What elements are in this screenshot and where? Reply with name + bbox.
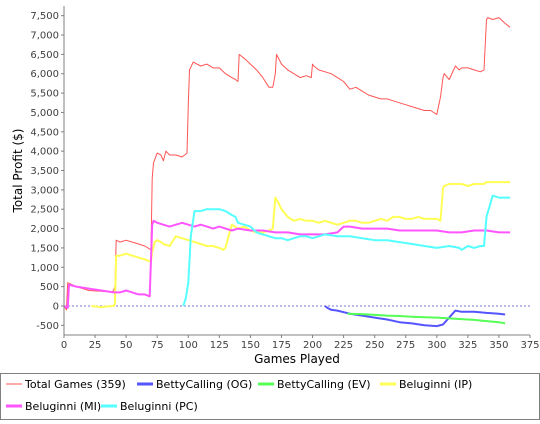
y-tick-label: 6,000 bbox=[30, 69, 59, 80]
x-tick-label: 175 bbox=[272, 340, 291, 351]
y-tick-label: -500 bbox=[36, 321, 59, 332]
y-tick-label: 5,500 bbox=[30, 89, 59, 100]
legend-label: Beluginni (IP) bbox=[399, 378, 472, 391]
series-line-4 bbox=[91, 181, 511, 309]
series-line-5 bbox=[63, 219, 511, 309]
x-tick-label: 350 bbox=[489, 340, 508, 351]
plot-area bbox=[64, 6, 530, 335]
legend-label: Beluginni (MI) bbox=[25, 400, 101, 413]
legend-label: BettyCalling (OG) bbox=[156, 378, 252, 391]
y-tick-label: 1,000 bbox=[30, 263, 59, 274]
legend-label: Total Games (359) bbox=[24, 378, 126, 391]
x-tick-label: 200 bbox=[303, 340, 322, 351]
y-axis-title: Total Profit ($) bbox=[11, 129, 25, 214]
x-tick-label: 225 bbox=[334, 340, 353, 351]
x-tick-label: 275 bbox=[396, 340, 415, 351]
y-tick-label: 0 bbox=[53, 301, 59, 312]
y-tick-label: 7,500 bbox=[30, 11, 59, 22]
y-tick-label: 4,000 bbox=[30, 147, 59, 158]
series-line-2 bbox=[324, 305, 506, 328]
y-tick-label: 6,500 bbox=[30, 50, 59, 61]
series-line-1 bbox=[63, 17, 511, 311]
y-tick-label: 1,500 bbox=[30, 243, 59, 254]
x-tick-label: 300 bbox=[427, 340, 446, 351]
x-tick-label: 325 bbox=[458, 340, 477, 351]
y-tick-label: 5,000 bbox=[30, 108, 59, 119]
legend-label: BettyCalling (EV) bbox=[277, 378, 371, 391]
series-line-3 bbox=[347, 312, 506, 325]
x-axis-title: Games Played bbox=[254, 352, 340, 366]
x-tick-label: 375 bbox=[520, 340, 539, 351]
y-tick-label: 500 bbox=[40, 282, 59, 293]
x-tick-label: 0 bbox=[61, 340, 67, 351]
x-tick-label: 250 bbox=[365, 340, 384, 351]
x-tick-label: 100 bbox=[179, 340, 198, 351]
x-tick-label: 75 bbox=[151, 340, 164, 351]
x-tick-label: 50 bbox=[120, 340, 133, 351]
series-line-6 bbox=[182, 194, 511, 307]
legend-box bbox=[0, 373, 540, 420]
y-tick-label: 4,500 bbox=[30, 127, 59, 138]
x-tick-label: 125 bbox=[210, 340, 229, 351]
x-tick-label: 150 bbox=[241, 340, 260, 351]
y-tick-label: 2,500 bbox=[30, 205, 59, 216]
x-tick-label: 25 bbox=[89, 340, 102, 351]
y-tick-label: 7,000 bbox=[30, 31, 59, 42]
legend-label: Beluginni (PC) bbox=[120, 400, 198, 413]
y-tick-label: 3,500 bbox=[30, 166, 59, 177]
y-tick-label: 3,000 bbox=[30, 185, 59, 196]
y-tick-label: 2,000 bbox=[30, 224, 59, 235]
